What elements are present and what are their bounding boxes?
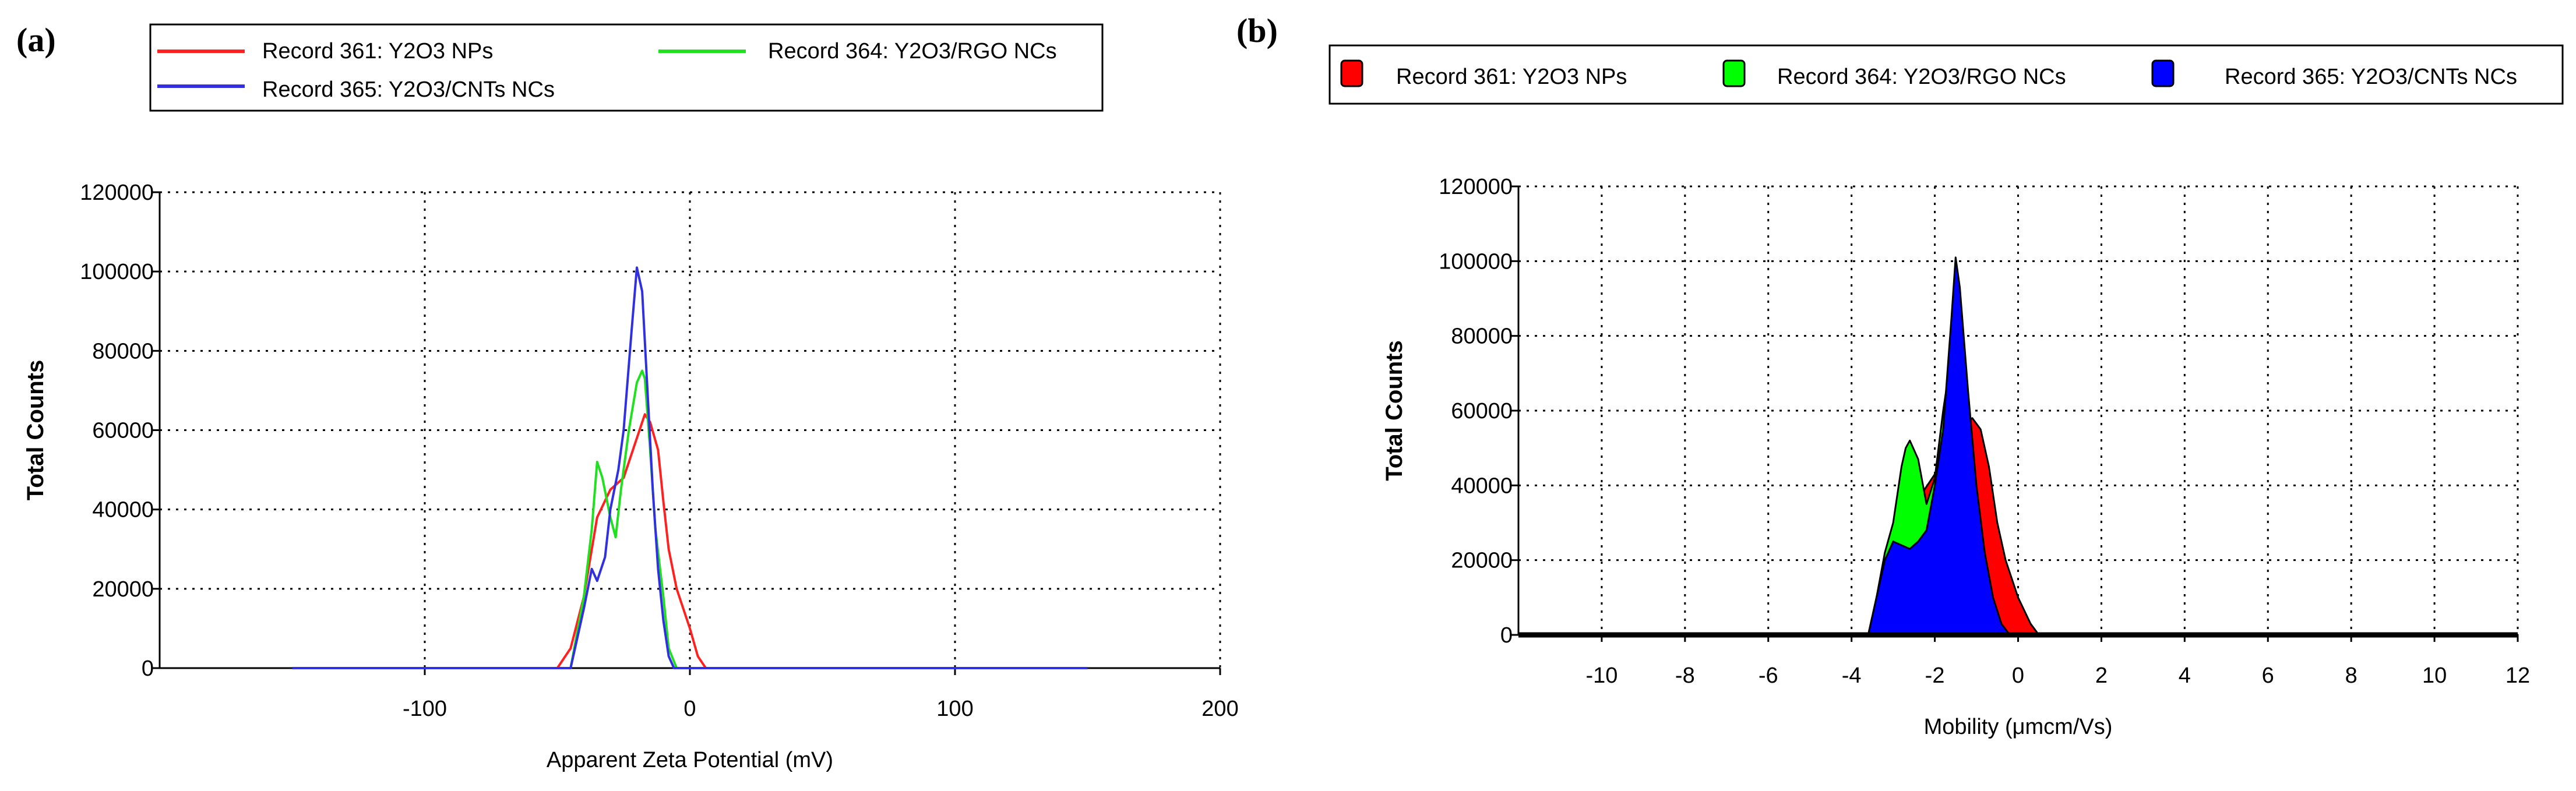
plot-b-xtick-label-8: 6 bbox=[2262, 663, 2274, 688]
plot-b-xtick-label-10: 10 bbox=[2422, 663, 2447, 688]
plot-b-ytick-label-6: 120000 bbox=[1439, 175, 1513, 199]
legend-a-entry-1: Record 364: Y2O3/RGO NCs bbox=[768, 39, 1057, 63]
plot-b-xtick-label-11: 12 bbox=[2505, 663, 2530, 688]
plot-a-xtick-label-3: 200 bbox=[1201, 697, 1238, 721]
legend-b-swatch-0 bbox=[1340, 59, 1363, 87]
plot-b-series-0 bbox=[1538, 417, 2519, 636]
plot-b-ytick-label-1: 20000 bbox=[1451, 549, 1513, 573]
plot-a-ytick-label-5: 100000 bbox=[80, 260, 154, 284]
plot-b-xtick-label-0: -10 bbox=[1585, 663, 1618, 688]
plot-a-xtick-label-1: 0 bbox=[683, 697, 696, 721]
legend-a-entry-0: Record 361: Y2O3 NPs bbox=[262, 39, 493, 63]
plot-a-ytick-label-4: 80000 bbox=[92, 339, 154, 363]
plot-a-ytick-label-1: 20000 bbox=[92, 577, 154, 602]
plot-b: 0 20000 40000 60000 80000 100000 120000 -10 -8 -6… bbox=[1382, 175, 2530, 739]
plot-b-xtick-label-4: -2 bbox=[1925, 663, 1945, 688]
plot-b-xtick-label-1: -8 bbox=[1675, 663, 1695, 688]
plot-b-x-title: Mobility (μmcm/Vs) bbox=[1924, 715, 2113, 739]
legend-b: Record 361: Y2O3 NPs Record 364: Y2O3/RG… bbox=[1328, 44, 2564, 105]
legend-a-entry-2: Record 365: Y2O3/CNTs NCs bbox=[262, 77, 555, 102]
legend-a-frame bbox=[149, 23, 1104, 112]
plot-a-series-2 bbox=[292, 266, 1088, 669]
legend-b-swatch-2 bbox=[2151, 59, 2175, 87]
plot-a-xtick-label-0: -100 bbox=[403, 697, 447, 721]
plot-b-xtick-label-2: -6 bbox=[1759, 663, 1778, 688]
plot-b-ytick-label-2: 40000 bbox=[1451, 474, 1513, 498]
plot-a-ytick-label-6: 120000 bbox=[80, 181, 154, 205]
plot-a-x-title: Apparent Zeta Potential (mV) bbox=[547, 748, 833, 772]
plot-b-y-title: Total Counts bbox=[1382, 340, 1407, 481]
plot-b-ytick-label-3: 60000 bbox=[1451, 399, 1513, 423]
plot-a-y-title: Total Counts bbox=[23, 360, 48, 500]
plot-a-series-1 bbox=[292, 369, 1088, 669]
plot-b-xtick-label-9: 8 bbox=[2345, 663, 2357, 688]
plot-b-xtick-label-6: 2 bbox=[2095, 663, 2108, 688]
legend-a: Record 361: Y2O3 NPs Record 364: Y2O3/RG… bbox=[149, 23, 1104, 112]
legend-b-entry-1: Record 364: Y2O3/RGO NCs bbox=[1777, 65, 2066, 89]
legend-b-entry-2: Record 365: Y2O3/CNTs NCs bbox=[2225, 65, 2517, 89]
plot-b-xtick-label-7: 4 bbox=[2179, 663, 2191, 688]
plot-b-series-2 bbox=[1538, 256, 2519, 636]
plot-b-ytick-label-4: 80000 bbox=[1451, 324, 1513, 349]
plot-a-ytick-label-3: 60000 bbox=[92, 419, 154, 443]
plot-a: 0 20000 40000 60000 80000 100000 120000 -100 0 10… bbox=[23, 181, 1239, 772]
plot-a-ytick-label-2: 40000 bbox=[92, 498, 154, 522]
plot-a-xtick-label-2: 100 bbox=[936, 697, 973, 721]
plot-b-series-1 bbox=[1538, 354, 2519, 636]
plot-b-xtick-label-3: -4 bbox=[1842, 663, 1862, 688]
plot-a-series-0 bbox=[292, 413, 1088, 669]
legend-b-swatch-1 bbox=[1722, 59, 1746, 87]
legend-b-frame bbox=[1328, 44, 2564, 105]
panel-b-label: (b) bbox=[1236, 12, 1278, 50]
plot-b-xtick-label-5: 0 bbox=[2012, 663, 2024, 688]
plot-a-ytick-label-0: 0 bbox=[142, 656, 154, 681]
plot-b-ytick-label-0: 0 bbox=[1500, 623, 1513, 648]
plot-b-ytick-label-5: 100000 bbox=[1439, 249, 1513, 274]
panel-a-label: (a) bbox=[16, 21, 56, 59]
legend-b-entry-0: Record 361: Y2O3 NPs bbox=[1396, 65, 1627, 89]
